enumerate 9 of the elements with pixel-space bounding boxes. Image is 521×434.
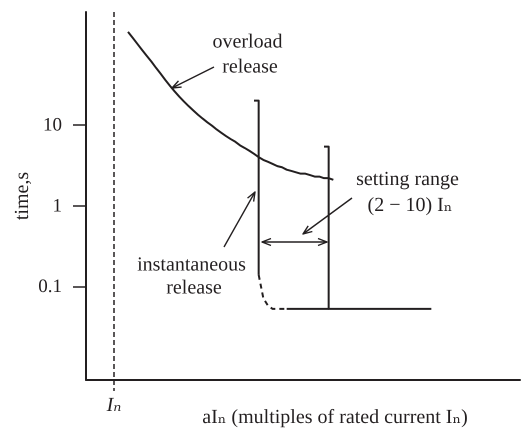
x-axis-title: aIₙ (multiples of rated current Iₙ) — [202, 406, 468, 428]
y-tick-label: 10 — [43, 114, 62, 136]
annotation: overload release — [212, 30, 288, 78]
annotation: instantaneous release — [137, 254, 251, 298]
annotation: setting range (2 − 10) Iₙ — [356, 168, 464, 216]
y-tick-label: 1 — [52, 195, 62, 216]
x-tick-label: Iₙ — [106, 394, 122, 416]
y-axis-title: time,s — [11, 172, 33, 220]
y-tick-label: 0.1 — [38, 276, 62, 298]
